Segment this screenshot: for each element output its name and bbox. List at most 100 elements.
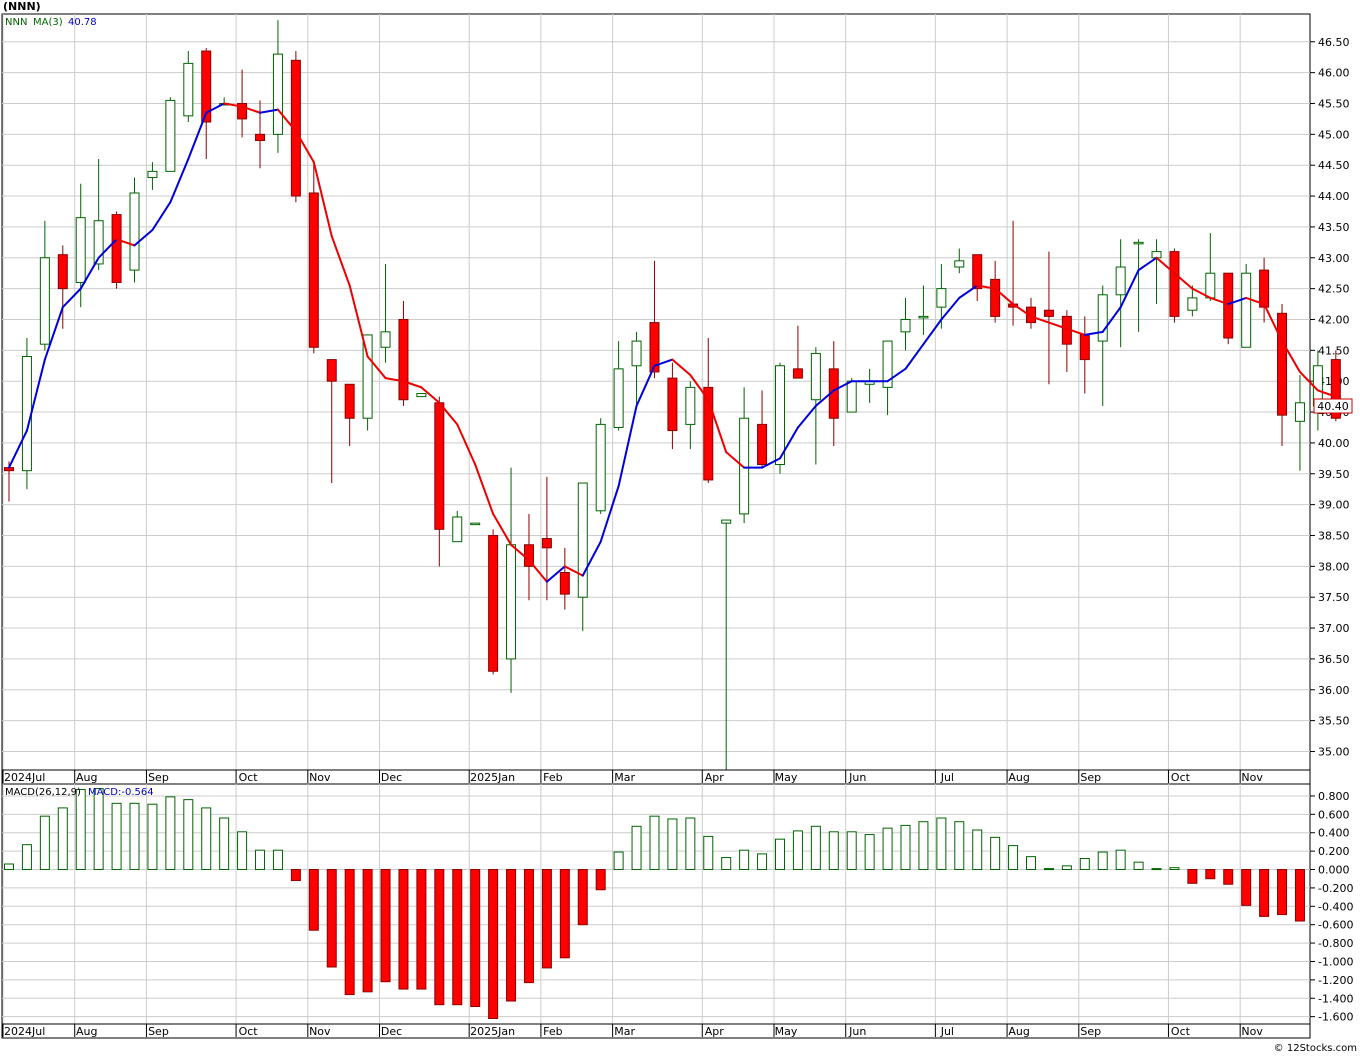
price-tick-label: 38.00	[1318, 560, 1350, 573]
legend-macd-value: MACD:-0.564	[88, 787, 154, 798]
ma-segment	[492, 512, 513, 546]
macd-bar-negative	[1277, 869, 1288, 916]
month-label: Oct	[1171, 771, 1191, 784]
month-label: Aug	[1008, 771, 1029, 784]
macd-bar-positive	[1169, 867, 1180, 871]
candle-body-down	[972, 254, 983, 290]
ma-segment	[904, 343, 925, 370]
candle-body-down	[990, 278, 1001, 317]
month-label: 2024Jul	[4, 771, 45, 784]
ma-segment	[581, 540, 602, 577]
ma-segment	[671, 358, 692, 377]
ma-segment	[294, 130, 315, 164]
ma-segment	[1119, 269, 1140, 309]
price-tick-label: 43.50	[1318, 221, 1350, 234]
month-label-macd: Nov	[309, 1025, 331, 1038]
macd-bar-positive	[93, 788, 104, 871]
ma-segment	[348, 284, 369, 358]
ma-segment	[1030, 315, 1050, 324]
candle-body-up	[147, 170, 158, 179]
candle-body-up	[1133, 241, 1144, 245]
ma-segment	[1316, 389, 1337, 398]
ma-segment	[1101, 306, 1122, 333]
candle-body-down	[1026, 306, 1037, 324]
month-label-macd: Aug	[1008, 1025, 1029, 1038]
macd-bar-positive	[129, 802, 140, 871]
month-label-macd: Dec	[381, 1025, 402, 1038]
month-label: Sep	[1080, 771, 1101, 784]
month-label: May	[775, 771, 798, 784]
macd-tick-label: -0.400	[1318, 900, 1353, 913]
ma-segment	[151, 201, 172, 231]
candle-body-up	[39, 257, 50, 345]
price-panel	[1, 13, 1311, 771]
ma-segment	[1281, 340, 1301, 373]
ma-segment	[545, 565, 566, 583]
macd-bar-negative	[577, 869, 588, 926]
month-label: Feb	[543, 771, 562, 784]
month-label-macd: Sep	[148, 1025, 169, 1038]
macd-tick-label: -1.200	[1318, 974, 1353, 987]
macd-bar-positive	[1026, 856, 1037, 871]
ma-segment	[689, 374, 710, 401]
macd-bar-positive	[39, 815, 50, 871]
price-tick-label: 41.50	[1318, 344, 1350, 357]
macd-bar-positive	[703, 835, 714, 871]
macd-bars	[4, 788, 1305, 1019]
candles	[4, 20, 1341, 780]
price-tick-label: 44.00	[1318, 190, 1350, 203]
candle-body-down	[398, 318, 409, 401]
candle-body-up	[685, 386, 696, 425]
macd-bar-negative	[523, 869, 534, 984]
chart-title: (NNN)	[3, 0, 41, 13]
ma-segment	[510, 543, 530, 562]
candle-body-up	[272, 53, 283, 135]
candle-body-down	[541, 538, 552, 549]
price-tick-label: 37.00	[1318, 622, 1350, 635]
ma-segment	[420, 386, 441, 404]
month-label-macd: Aug	[76, 1025, 97, 1038]
candle-body-up	[918, 315, 929, 319]
macd-bar-positive	[864, 834, 875, 871]
candle-body-down	[255, 133, 266, 142]
ma-segment	[994, 287, 1015, 306]
ma-segment	[456, 423, 477, 466]
legend-ma-value: 40.78	[68, 17, 97, 28]
price-tick-label: 36.50	[1318, 653, 1350, 666]
month-label: Dec	[381, 771, 402, 784]
ma-segment	[402, 380, 423, 389]
legend-ma-label: MA(3)	[33, 17, 63, 28]
ma-segment	[115, 238, 136, 247]
candle-body-up	[846, 380, 857, 413]
month-label-macd: Oct	[239, 1025, 259, 1038]
ma-segment	[1173, 272, 1194, 290]
ma-line	[8, 102, 1337, 583]
macd-tick-label: 0.400	[1318, 827, 1350, 840]
ma-segment	[1047, 321, 1068, 330]
macd-bar-positive	[972, 829, 983, 871]
ma-segment	[527, 559, 548, 583]
macd-bar-negative	[1223, 869, 1234, 885]
macd-bar-positive	[900, 824, 911, 871]
candle-body-down	[703, 386, 714, 481]
ma-segment	[1137, 256, 1158, 272]
candle-body-down	[488, 534, 499, 672]
ma-segment	[384, 377, 405, 383]
candle-body-down	[559, 572, 570, 595]
candle-body-down	[434, 402, 445, 530]
candle-body-down	[1043, 309, 1054, 317]
macd-tick-label: 0.800	[1318, 790, 1350, 803]
candle-body-up	[75, 217, 86, 283]
ma-segment	[796, 404, 817, 429]
candle-body-up	[21, 356, 32, 472]
macd-bar-positive	[147, 803, 158, 871]
macd-bar-positive	[828, 831, 839, 871]
ma-segment	[778, 426, 799, 460]
month-label-macd: Feb	[543, 1025, 562, 1038]
ma-segment	[1245, 296, 1266, 306]
macd-bar-negative	[308, 869, 319, 931]
price-tick-label: 39.00	[1318, 499, 1350, 512]
ma-segment	[814, 389, 835, 407]
macd-bar-positive	[846, 831, 857, 871]
ma-segment	[61, 287, 82, 309]
